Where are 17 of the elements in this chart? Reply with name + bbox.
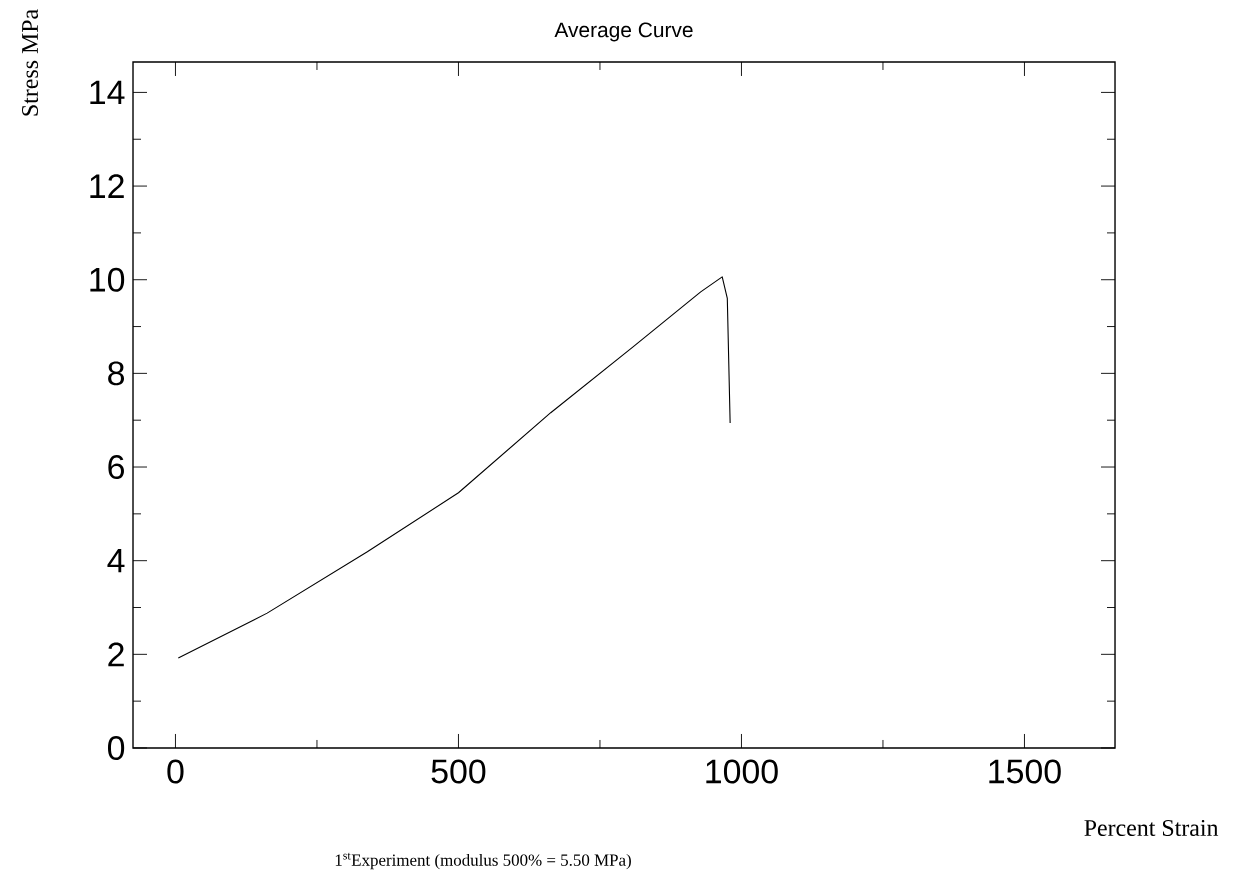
x-tick-label: 500 [431, 759, 486, 784]
text: 1$^{st}$Experiment (modulus 500% = 5.50 MPa) [335, 852, 631, 870]
x-tick-label: 1000 [706, 759, 778, 784]
chart-title: Average Curve [554, 22, 693, 42]
y-tick-label: 0 [107, 735, 125, 760]
y-tick-label: 14 [90, 80, 125, 105]
x-axis-title: Percent Strain [1084, 819, 1219, 837]
y-tick-label: 2 [108, 642, 124, 667]
y-tick-label: 12 [90, 174, 124, 198]
y-tick-label: 8 [108, 361, 125, 386]
y-axis-title: Stress MPa [21, 9, 39, 116]
y-tick-label: 4 [107, 549, 125, 573]
y-tick-label: 6 [108, 455, 124, 480]
x-tick-label: 0 [167, 759, 184, 784]
x-tick-label: 1500 [989, 759, 1061, 784]
y-tick-label: 10 [90, 267, 125, 292]
line-series [177, 276, 731, 659]
